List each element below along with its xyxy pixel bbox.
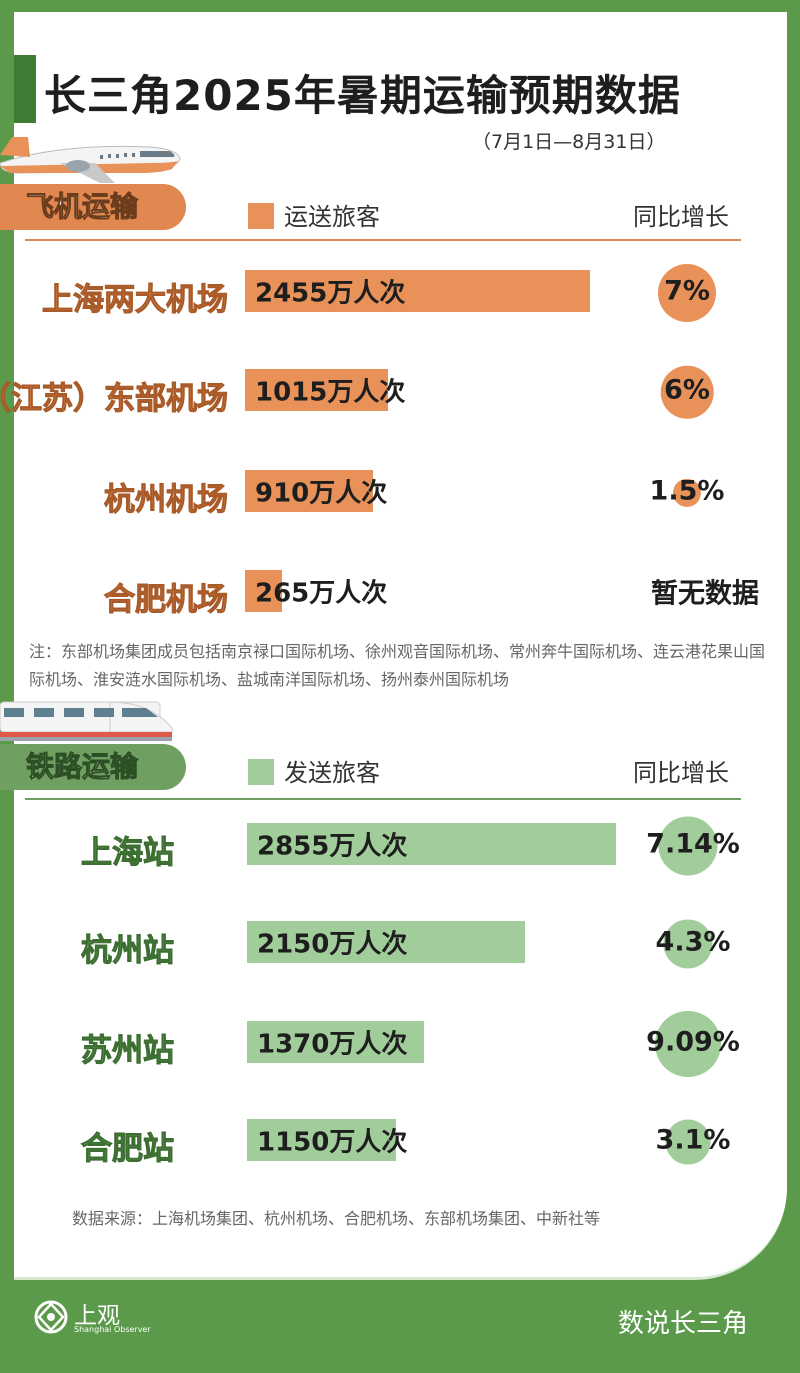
legend-rail: 发送旅客 [248,753,380,788]
legend-label-rail: 发送旅客 [284,759,380,787]
legend-swatch-air [248,203,274,229]
legend-label-air: 运送旅客 [284,203,380,231]
rail-bar: 1150万人次 [247,1119,407,1161]
air-yoy-bubble [660,365,714,419]
data-source: 数据来源：上海机场集团、杭州机场、合肥机场、东部机场集团、中新社等 [72,1209,601,1228]
footnote: 注：东部机场集团成员包括南京禄口国际机场、徐州观音国际机场、常州奔牛国际机场、连… [29,642,766,689]
section-tab-air: 飞机运输 [0,184,186,230]
air-row-label: 杭州机场 [104,482,229,519]
rail-row-label: 杭州站 [81,933,175,970]
rail-yoy-bubble [658,816,718,876]
rail-yoy-value: 7.14% [646,828,740,860]
air-bar-value: 265万人次 [255,578,388,609]
page-title: 长三角2025年暑期运输预期数据 [44,71,681,120]
logo-text: 上观 [74,1303,120,1329]
rail-bar-value: 2855万人次 [257,831,408,862]
rail-row-label: 上海站 [81,835,175,872]
air-yoy-bubble [672,478,702,508]
air-yoy-bubble [658,264,716,322]
yoy-header-air: 同比增长 [633,203,729,231]
section-tab-rail: 铁路运输 [0,744,186,790]
brand-name: 数说长三角 [617,1309,748,1339]
rail-yoy-value: 3.1% [655,1124,731,1156]
rail-bar-value: 1150万人次 [257,1127,408,1158]
rail-bar: 2855万人次 [247,823,616,865]
rail-yoy-bubble [663,919,713,969]
air-yoy-value: 6% [664,374,710,406]
air-row-label: 合肥机场 [104,582,229,619]
date-range: （7月1日—8月31日） [472,131,666,153]
title-accent-bar [14,55,36,123]
rail-bar-value: 2150万人次 [257,929,408,960]
rail-row-label: 苏州站 [81,1033,175,1070]
air-bar: 1015万人次 [245,369,405,411]
divider-air [25,239,741,241]
divider-rail [25,798,741,800]
air-yoy-value: 暂无数据 [651,578,759,610]
air-bar-value: 1015万人次 [255,377,406,408]
rail-yoy-bubble [665,1119,711,1165]
yoy-header-rail: 同比增长 [633,759,729,787]
rail-yoy-value: 4.3% [655,926,731,958]
logo-subtext: Shanghai Observer [74,1325,151,1334]
legend-swatch-rail [248,759,274,785]
air-bar-value: 2455万人次 [255,278,406,309]
airplane-icon [0,137,181,183]
air-row-label: 上海两大机场 [42,282,229,319]
train-icon [0,701,173,741]
rail-yoy-bubble [655,1011,721,1077]
rail-bar: 2150万人次 [247,921,525,963]
air-bar-value: 910万人次 [255,478,388,509]
air-bar: 265万人次 [245,570,387,612]
rail-bar: 1370万人次 [247,1021,424,1063]
logo-icon [34,1300,68,1334]
legend-air: 运送旅客 [248,197,380,232]
air-bar: 2455万人次 [245,270,590,312]
rail-row-label: 合肥站 [81,1131,175,1168]
rail-yoy-value: 9.09% [646,1026,740,1058]
air-bar: 910万人次 [245,470,387,512]
rail-bar-value: 1370万人次 [257,1029,408,1060]
air-yoy-value: 7% [664,275,710,307]
air-row-label: （江苏）东部机场 [0,381,229,418]
air-yoy-value: 1.5% [649,475,725,507]
